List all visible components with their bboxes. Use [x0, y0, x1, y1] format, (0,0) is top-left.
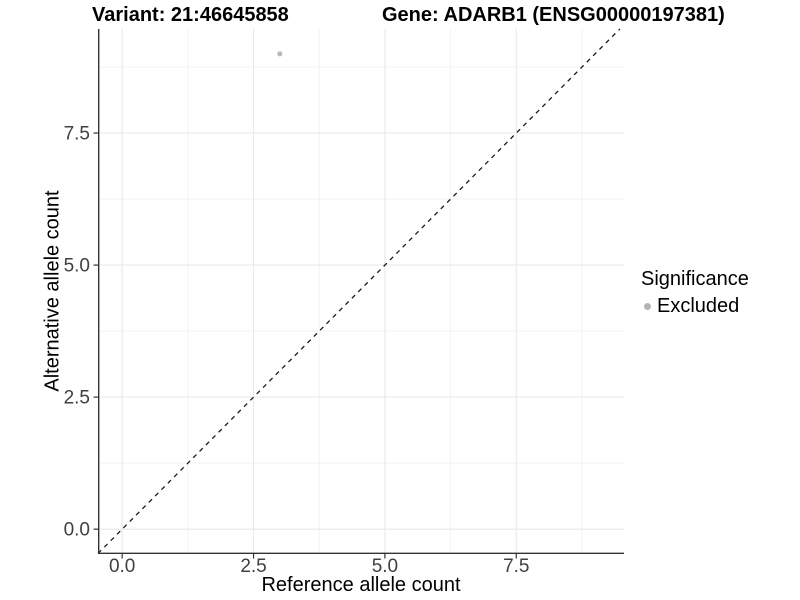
x-tick-label: 7.5 [503, 556, 529, 577]
excluded-point-icon [644, 303, 651, 310]
plot-title-gene: Gene: ADARB1 (ENSG00000197381) [382, 4, 725, 26]
data-point [277, 51, 283, 57]
y-tick-label: 0.0 [64, 520, 90, 541]
legend-item-excluded: Excluded [641, 295, 749, 318]
y-tick-label: 7.5 [64, 124, 90, 145]
y-tick-label: 5.0 [64, 256, 90, 277]
plot-title-variant: Variant: 21:46645858 [92, 4, 289, 26]
identity-dashed-line [97, 28, 621, 554]
x-tick-label: 5.0 [372, 556, 398, 577]
legend-item-label: Excluded [657, 295, 740, 317]
plot-panel: 0.0 2.5 5.0 7.5 0.0 2.5 5.0 7.5 [64, 28, 624, 577]
y-axis-title: Alternative allele count [41, 190, 64, 392]
legend-title: Significance [641, 268, 749, 290]
legend: Significance Excluded [641, 268, 749, 318]
y-tick-label: 2.5 [64, 388, 90, 409]
plot-area-svg: 0.0 2.5 5.0 7.5 0.0 2.5 5.0 7.5 [64, 28, 624, 577]
x-axis-title: Reference allele count [261, 574, 461, 596]
x-tick-label: 0.0 [109, 556, 135, 577]
x-tick-label: 2.5 [240, 556, 266, 577]
